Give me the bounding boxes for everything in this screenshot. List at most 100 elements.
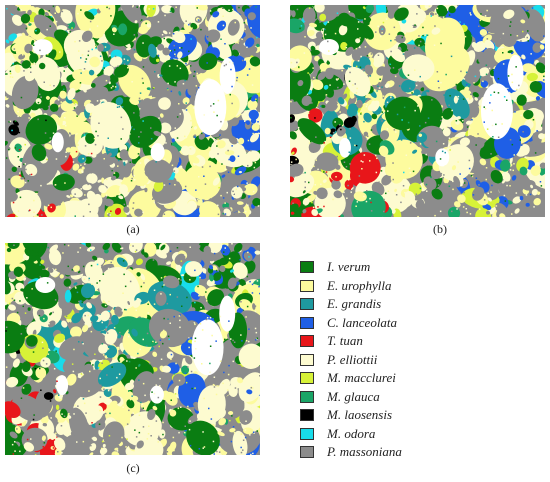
pixel-speckle xyxy=(462,132,464,135)
land-cover-patch xyxy=(499,159,511,172)
land-cover-patch xyxy=(159,74,163,77)
pixel-speckle xyxy=(237,155,240,157)
pixel-speckle xyxy=(430,92,432,95)
land-cover-patch xyxy=(535,62,545,74)
land-cover-patch xyxy=(505,193,515,202)
land-cover-patch xyxy=(173,167,179,174)
pixel-speckle xyxy=(315,159,317,161)
pixel-speckle xyxy=(103,34,105,36)
pixel-speckle xyxy=(84,61,87,63)
pixel-speckle xyxy=(14,450,16,452)
pixel-speckle xyxy=(244,429,247,431)
land-cover-patch xyxy=(517,125,531,138)
land-cover-patch xyxy=(123,206,130,213)
pixel-speckle xyxy=(122,292,124,294)
pixel-speckle xyxy=(110,16,112,18)
pixel-speckle xyxy=(434,214,436,217)
pixel-speckle xyxy=(139,92,142,94)
land-cover-patch xyxy=(49,103,59,113)
land-cover-patch xyxy=(170,7,175,13)
pixel-speckle xyxy=(369,197,371,200)
pixel-speckle xyxy=(75,103,77,105)
pixel-speckle xyxy=(17,115,19,118)
land-cover-patch xyxy=(290,18,305,34)
land-cover-patch xyxy=(218,257,229,266)
pixel-speckle xyxy=(302,10,304,13)
pixel-speckle xyxy=(216,450,218,453)
pixel-speckle xyxy=(84,194,86,196)
land-cover-patch xyxy=(536,125,543,132)
pixel-speckle xyxy=(468,127,471,129)
pixel-speckle xyxy=(82,157,84,160)
pixel-speckle xyxy=(321,37,324,39)
pixel-speckle xyxy=(87,153,90,155)
pixel-speckle xyxy=(24,181,27,184)
pixel-speckle xyxy=(189,246,191,248)
pixel-speckle xyxy=(152,340,154,343)
land-cover-patch xyxy=(53,333,66,343)
land-cover-patch xyxy=(247,46,258,55)
pixel-speckle xyxy=(24,143,26,146)
pixel-speckle xyxy=(155,161,157,163)
pixel-speckle xyxy=(390,94,392,97)
pixel-speckle xyxy=(256,36,258,39)
pixel-speckle xyxy=(306,198,308,200)
pixel-speckle xyxy=(248,256,250,258)
pixel-speckle xyxy=(133,410,135,413)
land-cover-patch xyxy=(187,200,197,212)
pixel-speckle xyxy=(85,212,87,215)
land-cover-patch xyxy=(66,195,71,198)
pixel-speckle xyxy=(449,139,451,141)
land-cover-patch xyxy=(290,203,299,215)
pixel-speckle xyxy=(493,69,495,72)
pixel-speckle xyxy=(452,180,454,183)
land-cover-patch xyxy=(538,133,545,140)
land-cover-patch xyxy=(224,150,235,156)
pixel-speckle xyxy=(150,435,152,437)
pixel-speckle xyxy=(240,334,242,336)
pixel-speckle xyxy=(292,202,294,204)
pixel-speckle xyxy=(63,415,66,417)
pixel-speckle xyxy=(478,208,481,210)
pixel-speckle xyxy=(128,262,130,264)
pixel-speckle xyxy=(105,259,107,262)
pixel-speckle xyxy=(28,34,30,37)
pixel-speckle xyxy=(337,86,339,89)
pixel-speckle xyxy=(532,119,535,121)
pixel-speckle xyxy=(390,50,392,53)
pixel-speckle xyxy=(471,121,473,123)
pixel-speckle xyxy=(76,441,78,443)
pixel-speckle xyxy=(255,6,257,8)
land-cover-patch xyxy=(324,127,331,135)
land-cover-patch xyxy=(90,315,99,322)
pixel-speckle xyxy=(245,316,247,318)
land-cover-patch xyxy=(256,272,260,279)
pixel-speckle xyxy=(422,26,424,29)
pixel-speckle xyxy=(534,152,537,154)
land-cover-patch xyxy=(8,33,18,42)
pixel-speckle xyxy=(157,21,160,23)
land-cover-patch xyxy=(152,351,158,358)
pixel-speckle xyxy=(41,214,43,216)
pixel-speckle xyxy=(210,105,212,107)
pixel-speckle xyxy=(425,153,427,156)
land-cover-patch xyxy=(97,164,107,174)
pixel-speckle xyxy=(469,12,471,14)
pixel-speckle xyxy=(341,69,343,72)
pixel-speckle xyxy=(123,203,126,206)
pixel-speckle xyxy=(26,438,29,441)
land-cover-patch xyxy=(33,14,59,39)
land-cover-patch xyxy=(424,5,433,9)
land-cover-patch xyxy=(101,303,108,308)
pixel-speckle xyxy=(103,158,105,160)
pixel-speckle xyxy=(485,178,487,181)
land-cover-patch xyxy=(48,320,56,328)
land-cover-patch xyxy=(91,75,111,88)
land-cover-patch xyxy=(472,131,482,138)
pixel-speckle xyxy=(135,309,137,312)
pixel-speckle xyxy=(116,26,119,28)
pixel-speckle xyxy=(187,137,190,139)
land-cover-patch xyxy=(401,79,416,93)
pixel-speckle xyxy=(411,25,414,28)
land-cover-patch xyxy=(511,175,517,181)
